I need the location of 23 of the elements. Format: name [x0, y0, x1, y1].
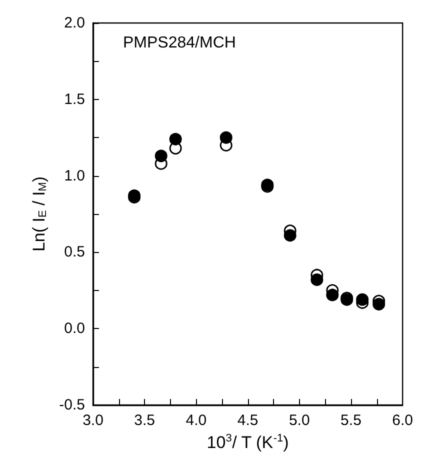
point — [310, 273, 324, 286]
point — [326, 288, 339, 302]
x-tick-label: 4.0 — [186, 412, 207, 429]
y-tick-label: -0.5 — [59, 396, 85, 414]
y-axis-title: Ln( IE / IM) — [29, 176, 49, 252]
point — [169, 132, 182, 146]
x-tick-label: 5.5 — [340, 412, 362, 429]
text: PMPS284/MCH — [123, 34, 236, 52]
x-tick-label: 6.0 — [392, 412, 414, 429]
y-tick-label: 0.0 — [64, 320, 85, 338]
x-tick-label: 4.5 — [237, 412, 258, 429]
x-tick-label: 3.5 — [134, 412, 156, 429]
point — [220, 131, 232, 144]
point — [372, 298, 386, 310]
y-tick-label: 0.5 — [64, 244, 85, 261]
point — [284, 229, 296, 242]
point — [154, 150, 168, 162]
y-tick-label: 1.5 — [64, 90, 85, 108]
x-tick-label: 3.0 — [82, 412, 104, 429]
y-tick-label: 1.0 — [64, 167, 85, 184]
x-tick-label: 5.0 — [288, 412, 310, 429]
point — [356, 293, 369, 306]
y-tick-label: 2.0 — [64, 14, 85, 32]
